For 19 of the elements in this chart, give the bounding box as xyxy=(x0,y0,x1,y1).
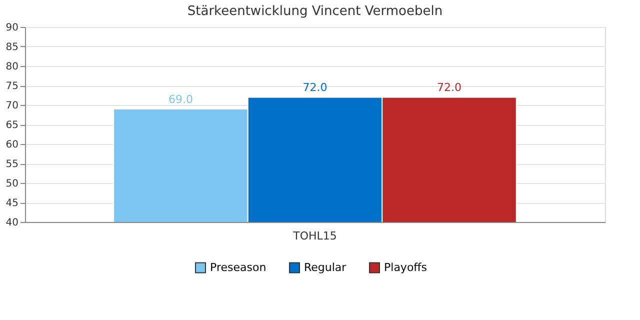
x-tick-label: TOHL15 xyxy=(292,230,337,242)
data-label: 72.0 xyxy=(302,81,328,94)
legend-label: Regular xyxy=(304,260,347,274)
legend-label: Preseason xyxy=(210,260,266,274)
y-tick-label: 85 xyxy=(6,42,18,53)
data-label: 69.0 xyxy=(168,92,193,106)
y-tick-label: 75 xyxy=(6,81,18,92)
legend-label: Playoffs xyxy=(384,260,428,274)
y-tick-label: 65 xyxy=(6,120,18,131)
y-tick-label: 80 xyxy=(6,62,18,72)
y-tick-label: 55 xyxy=(6,159,18,170)
chart-title: Stärkeentwicklung Vincent Vermoebeln xyxy=(187,4,443,19)
data-label: 72.0 xyxy=(437,81,462,94)
y-tick-label: 60 xyxy=(6,140,18,150)
y-tick-label: 45 xyxy=(6,198,18,209)
y-tick-label: 70 xyxy=(6,100,18,112)
y-tick-label: 40 xyxy=(6,218,18,228)
y-tick-label: 90 xyxy=(6,22,18,34)
y-tick-label: 50 xyxy=(6,178,18,190)
